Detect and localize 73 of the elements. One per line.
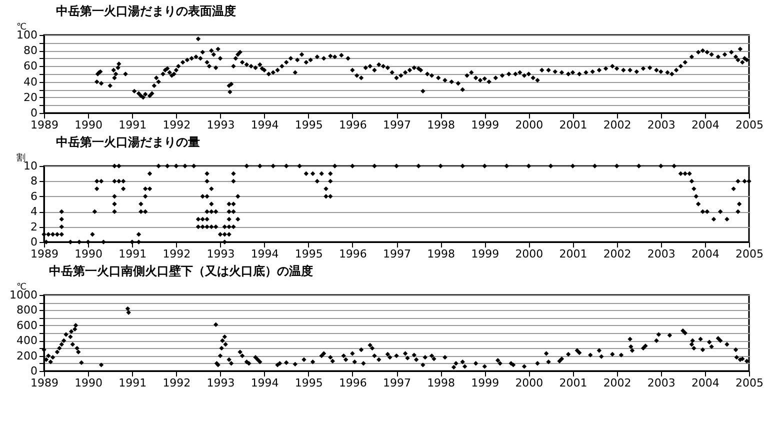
x-tick-label: 2002 xyxy=(603,248,632,260)
x-tick-label: 2002 xyxy=(603,118,632,132)
x-tick-label: 2005 xyxy=(736,248,764,260)
y-tick-label: 600 xyxy=(16,318,38,332)
x-tick-label: 2004 xyxy=(691,248,720,260)
x-tick-label: 1995 xyxy=(294,376,323,390)
x-tick-label: 1991 xyxy=(118,118,147,132)
y-tick-label: 800 xyxy=(16,304,38,317)
x-tick-label: 1998 xyxy=(427,248,456,260)
x-tick-label: 2003 xyxy=(647,376,676,390)
x-tick-label: 1998 xyxy=(427,118,456,132)
x-tick-label: 2005 xyxy=(736,376,764,390)
x-tick-label: 2003 xyxy=(647,248,676,260)
y-tick-label: 0 xyxy=(30,364,38,378)
y-tick-label: 100 xyxy=(16,28,38,42)
x-tick-label: 2001 xyxy=(559,248,588,260)
x-tick-label: 2003 xyxy=(647,118,676,132)
x-tick-label: 1999 xyxy=(471,118,500,132)
x-tick-label: 2004 xyxy=(691,118,720,132)
x-tick-label: 1994 xyxy=(250,248,279,260)
y-tick-label: 6 xyxy=(30,190,38,203)
y-tick-label: 40 xyxy=(24,75,38,88)
x-tick-label: 1991 xyxy=(118,376,147,390)
x-tick-label: 2000 xyxy=(515,248,544,260)
x-tick-label: 2002 xyxy=(603,376,632,390)
x-tick-label: 1992 xyxy=(162,248,191,260)
x-tick-label: 1996 xyxy=(338,376,367,390)
x-tick-label: 1995 xyxy=(294,248,323,260)
x-tick-label: 2004 xyxy=(691,376,720,390)
y-tick-label: 200 xyxy=(16,349,38,362)
x-tick-label: 2001 xyxy=(559,118,588,132)
x-tick-label: 2000 xyxy=(515,376,544,390)
y-tick-label: 400 xyxy=(16,334,38,348)
y-axis-title: 割 xyxy=(16,152,26,164)
y-tick-label: 20 xyxy=(24,90,38,104)
x-tick-label: 1991 xyxy=(118,248,147,260)
x-tick-label: 1993 xyxy=(206,248,235,260)
y-tick-label: 1000 xyxy=(10,288,38,302)
y-tick-label: 8 xyxy=(30,174,38,188)
x-tick-label: 1992 xyxy=(162,376,191,390)
y-tick-label: 10 xyxy=(24,160,38,172)
x-tick-label: 1992 xyxy=(162,118,191,132)
x-tick-label: 1997 xyxy=(383,248,411,260)
x-tick-label: 2000 xyxy=(515,118,544,132)
x-tick-label: 1989 xyxy=(30,376,58,390)
x-tick-label: 1993 xyxy=(206,118,235,132)
x-tick-label: 1989 xyxy=(30,248,58,260)
y-tick-label: 0 xyxy=(30,106,38,120)
y-tick-label: 4 xyxy=(30,205,38,218)
x-tick-label: 1996 xyxy=(338,118,367,132)
x-tick-label: 1994 xyxy=(250,118,279,132)
x-tick-label: 1999 xyxy=(471,376,500,390)
x-tick-label: 1990 xyxy=(74,118,103,132)
chart-title: 中岳第一火口湯だまりの表面温度 xyxy=(56,4,236,18)
x-tick-label: 1997 xyxy=(383,118,411,132)
x-tick-label: 1994 xyxy=(250,376,279,390)
chart-title: 中岳第一火口南側火口壁下（又は火口底）の温度 xyxy=(49,264,314,278)
x-tick-label: 1993 xyxy=(206,376,235,390)
x-tick-label: 1996 xyxy=(338,248,367,260)
x-tick-label: 1997 xyxy=(383,376,411,390)
x-tick-label: 2005 xyxy=(736,118,764,132)
x-tick-label: 1998 xyxy=(427,376,456,390)
x-tick-label: 1990 xyxy=(74,248,103,260)
x-tick-label: 1995 xyxy=(294,118,323,132)
x-tick-label: 1990 xyxy=(74,376,103,390)
y-tick-label: 0 xyxy=(30,236,38,248)
x-tick-label: 1999 xyxy=(471,248,500,260)
chart-title: 中岳第一火口湯だまりの量 xyxy=(56,135,200,149)
y-tick-label: 80 xyxy=(24,44,38,58)
y-tick-label: 2 xyxy=(30,220,38,234)
y-tick-label: 60 xyxy=(24,60,38,73)
x-tick-label: 2001 xyxy=(559,376,588,390)
x-tick-label: 1989 xyxy=(30,118,58,132)
